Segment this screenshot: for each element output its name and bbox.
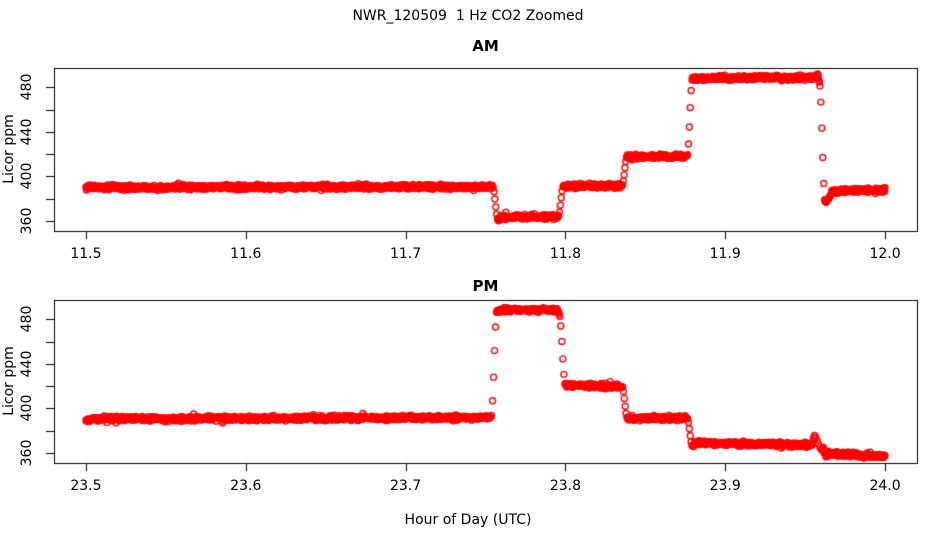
co2-plot-canvas bbox=[0, 0, 936, 540]
r-plot-window: NWR_120509 1 Hz CO2 Zoomed AM PM Licor p… bbox=[0, 0, 936, 540]
